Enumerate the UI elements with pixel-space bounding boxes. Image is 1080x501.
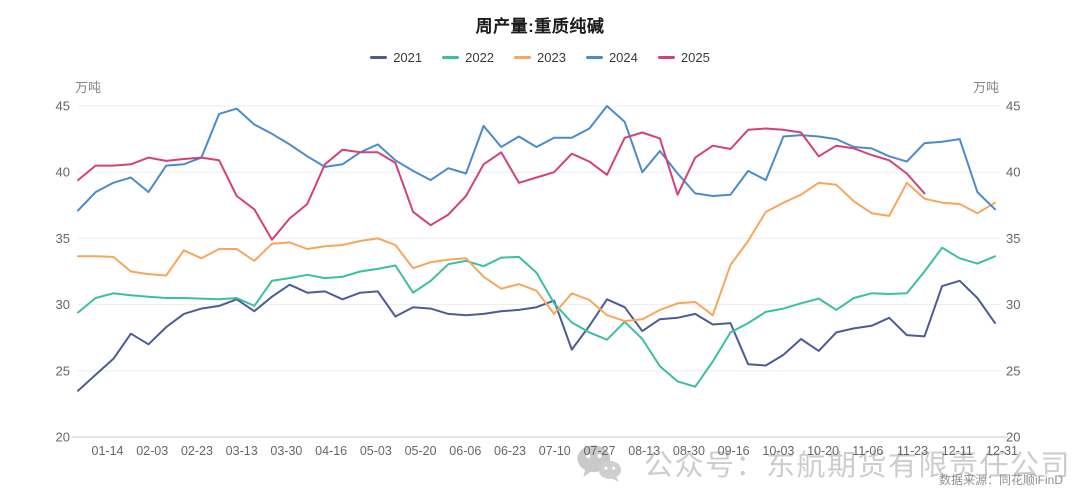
legend-item-2021[interactable]: 2021 — [370, 50, 422, 65]
x-tick-label: 10-20 — [807, 444, 839, 458]
chart-legend: 2021 2022 2023 2024 2025 — [0, 50, 1080, 65]
y-tick-label-right: 25 — [1006, 363, 1020, 378]
legend-label-2021: 2021 — [393, 50, 423, 65]
x-tick-label: 08-13 — [628, 444, 660, 458]
y-tick-label-left: 35 — [56, 231, 70, 246]
legend-item-2025[interactable]: 2025 — [657, 50, 710, 65]
legend-label-2024: 2024 — [608, 50, 638, 65]
x-tick-label: 08-30 — [673, 444, 705, 458]
x-tick-label: 03-30 — [270, 444, 302, 458]
legend-label-2023: 2023 — [537, 50, 566, 65]
legend-swatch-2021 — [370, 56, 388, 59]
legend-item-2024[interactable]: 2024 — [585, 50, 638, 65]
x-tick-label: 05-20 — [405, 444, 437, 458]
legend-label-2025: 2025 — [680, 50, 710, 65]
x-tick-label: 11-23 — [897, 444, 928, 458]
x-tick-label: 12-31 — [986, 444, 1018, 458]
x-tick-label: 10-03 — [762, 444, 794, 458]
x-tick-label: 01-14 — [92, 444, 124, 458]
series-line-2023 — [77, 181, 996, 323]
y-tick-label-left: 25 — [56, 363, 70, 378]
data-source-note: 数据来源：同花顺iFinD — [938, 473, 1063, 487]
x-tick-label: 06-23 — [494, 444, 526, 458]
x-tick-label: 05-03 — [360, 444, 392, 458]
x-tick-label: 07-10 — [539, 444, 571, 458]
y-tick-label-right: 45 — [1006, 99, 1020, 114]
series-line-2024 — [77, 105, 996, 212]
x-tick-label: 07-27 — [583, 444, 615, 458]
legend-label-2022: 2022 — [465, 50, 495, 65]
x-tick-label: 09-16 — [718, 444, 750, 458]
legend-swatch-2023 — [514, 56, 532, 59]
y-tick-label-right: 30 — [1006, 297, 1020, 312]
chart-title: 周产量:重质纯碱 — [475, 17, 605, 36]
y-tick-label-left: 45 — [56, 99, 70, 114]
y-tick-label-right: 35 — [1006, 231, 1020, 246]
series-line-2022 — [77, 246, 996, 388]
x-tick-label: 04-16 — [315, 444, 347, 458]
y-tick-label-right: 40 — [1006, 165, 1020, 180]
y-tick-label-right: 20 — [1006, 430, 1020, 445]
legend-item-2022[interactable]: 2022 — [442, 50, 494, 65]
x-tick-label: 06-06 — [449, 444, 481, 458]
x-tick-label: 02-03 — [136, 444, 168, 458]
series-line-2025 — [77, 127, 926, 241]
legend-swatch-2025 — [657, 56, 675, 59]
y-axis-unit-right: 万吨 — [973, 80, 1000, 95]
x-tick-label: 11-06 — [852, 444, 883, 458]
legend-swatch-2022 — [442, 56, 460, 59]
x-tick-label: 12-11 — [942, 444, 973, 458]
y-tick-label-left: 30 — [56, 297, 70, 312]
y-tick-label-left: 40 — [56, 165, 70, 180]
legend-item-2023[interactable]: 2023 — [514, 50, 566, 65]
y-axis-unit-left: 万吨 — [75, 80, 102, 95]
series-line-2021 — [77, 279, 996, 392]
x-tick-label: 03-13 — [226, 444, 258, 458]
y-tick-label-left: 20 — [56, 430, 70, 445]
x-tick-label: 02-23 — [181, 444, 213, 458]
legend-swatch-2024 — [585, 56, 603, 59]
